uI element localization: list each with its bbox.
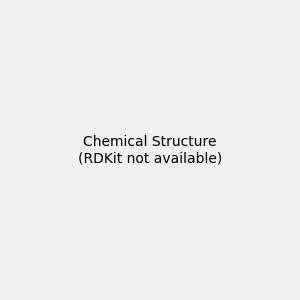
Text: Chemical Structure
(RDKit not available): Chemical Structure (RDKit not available): [78, 135, 222, 165]
